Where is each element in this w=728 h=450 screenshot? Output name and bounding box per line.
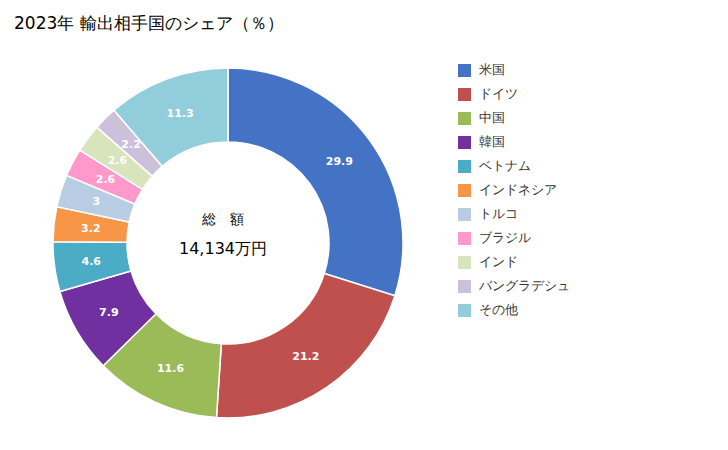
html-text:インド: インド — [479, 254, 518, 269]
html-text:その他: その他 — [479, 302, 518, 317]
html-text:総 額: 総 額 — [202, 211, 244, 227]
svg-text:7.9: 7.9 — [99, 306, 119, 319]
html-text:2023年 輸出相手国のシェア（％）: 2023年 輸出相手国のシェア（％） — [14, 13, 284, 33]
svg-text:3.2: 3.2 — [81, 222, 101, 235]
html-text:14,134万円: 14,134万円 — [179, 239, 267, 258]
svg-text:4.6: 4.6 — [82, 255, 102, 268]
html-text:トルコ: トルコ — [479, 206, 518, 221]
svg-text:2.6: 2.6 — [108, 154, 128, 167]
svg-text:2.6: 2.6 — [96, 173, 116, 186]
html-text:バングラデシュ: バングラデシュ — [479, 278, 570, 293]
svg-text:2.2: 2.2 — [121, 138, 141, 151]
html-text:中国: 中国 — [479, 110, 505, 125]
html-text:ドイツ: ドイツ — [479, 86, 518, 101]
svg-text:3: 3 — [92, 195, 100, 208]
svg-text:21.2: 21.2 — [292, 350, 319, 363]
html-text:ベトナム: ベトナム — [479, 158, 531, 173]
html-text:韓国: 韓国 — [479, 134, 505, 149]
html-text:米国: 米国 — [479, 62, 505, 77]
svg-text:11.6: 11.6 — [157, 362, 184, 375]
html-text:インドネシア: インドネシア — [479, 182, 557, 197]
html-text:ブラジル: ブラジル — [479, 230, 531, 245]
svg-text:29.9: 29.9 — [326, 155, 353, 168]
svg-text:11.3: 11.3 — [167, 107, 194, 120]
